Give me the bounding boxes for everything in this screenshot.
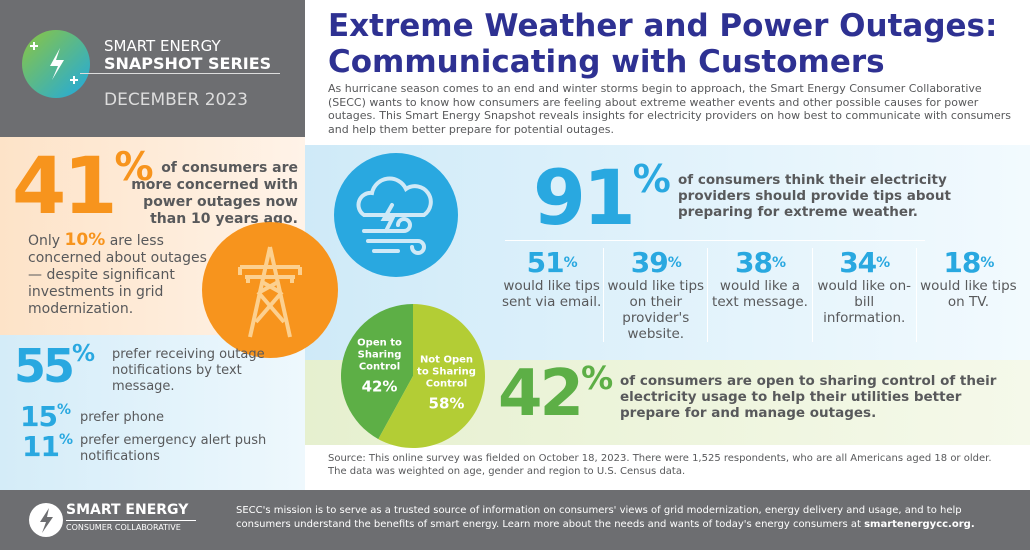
stat-42-text: of consumers are open to sharing control… xyxy=(620,373,997,421)
notify-push: 11% prefer emergency alert push notifica… xyxy=(14,431,304,467)
pie-value-label: 58% xyxy=(429,395,465,413)
storm-cloud-icon xyxy=(334,153,458,277)
tip-value: 18% xyxy=(943,246,994,279)
stat-91-value: 91% xyxy=(533,153,671,242)
tip-label: would like tips on their provider's webs… xyxy=(607,278,705,342)
notify-value: 55% xyxy=(14,339,96,393)
transmission-tower-icon xyxy=(202,222,338,358)
tip-label: would like a text message. xyxy=(712,278,808,310)
mission-text: SECC's mission is to serve as a trusted … xyxy=(236,505,975,530)
pie-value-label: 42% xyxy=(362,377,398,395)
stat-42-value: 42% xyxy=(498,357,614,431)
divider xyxy=(505,240,925,241)
website-link[interactable]: smartenergycc.org. xyxy=(864,519,975,530)
tip-label: would like tips on TV. xyxy=(920,278,1017,310)
snapshot-logo-icon xyxy=(22,30,90,98)
brand-line2: SNAPSHOT SERIES xyxy=(104,54,272,73)
pie-category-label: Not Open xyxy=(420,355,473,366)
stat-10-text: Only 10% are less concerned about outage… xyxy=(28,230,207,318)
notify-label: prefer phone xyxy=(80,410,165,425)
title-line1: Extreme Weather and Power Outages: xyxy=(328,8,998,44)
tip-column: 38% would like a text message. xyxy=(708,246,813,342)
stat-91-text: of consumers think their electricity pro… xyxy=(678,172,951,220)
pie-category-label: Open to xyxy=(357,337,402,348)
tip-column: 18% would like tips on TV. xyxy=(917,248,1020,342)
page-title: Extreme Weather and Power Outages: Commu… xyxy=(328,8,997,80)
tip-value: 34% xyxy=(839,246,890,279)
tip-column: 51% would like tips sent via email. xyxy=(500,246,605,342)
tip-value: 38% xyxy=(735,246,786,279)
brand-line1: SMART ENERGY xyxy=(104,37,221,55)
pie-category-label: to Sharing xyxy=(417,367,476,378)
pie-category-label: Control xyxy=(426,379,467,390)
pie-slice xyxy=(378,304,485,448)
footer: SMART ENERGY CONSUMER COLLABORATIVE SECC… xyxy=(0,490,1030,550)
pie-slice xyxy=(341,304,413,440)
notify-text: 55% prefer receiving outage notification… xyxy=(14,343,304,403)
tip-column: 39% would like tips on their provider's w… xyxy=(604,246,709,342)
pie-category-label: Control xyxy=(359,361,400,372)
intro-text: As hurricane season comes to an end and … xyxy=(328,82,1012,136)
tip-label: would like tips sent via email. xyxy=(501,278,602,310)
source-note: Source: This online survey was fielded o… xyxy=(328,453,992,477)
notify-phone: 15% prefer phone xyxy=(20,400,165,433)
secc-logo-line1: SMART ENERGY xyxy=(66,502,189,518)
divider xyxy=(80,73,280,74)
secc-logo-icon xyxy=(29,503,63,537)
brand-date: DECEMBER 2023 xyxy=(104,90,248,110)
tip-label: would like on-bill information. xyxy=(817,278,911,326)
brand-panel: SMART ENERGY SNAPSHOT SERIES DECEMBER 20… xyxy=(0,0,305,137)
secc-logo-line2: CONSUMER COLLABORATIVE xyxy=(66,520,196,532)
tip-column: 34% would like on-bill information. xyxy=(813,248,917,342)
title-line2: Communicating with Customers xyxy=(328,44,885,80)
notify-label: prefer receiving outage notifications by… xyxy=(112,347,265,394)
notification-list: 55% prefer receiving outage notification… xyxy=(14,343,304,467)
stat-41-value: 41% xyxy=(12,142,154,232)
pie-category-label: Sharing xyxy=(358,349,402,360)
stat-41-text: of consumers are more concerned with pow… xyxy=(131,160,298,227)
tip-value: 51% xyxy=(526,246,578,279)
tip-value: 39% xyxy=(630,246,682,279)
tips-list: 51% would like tips sent via email. 39% wou… xyxy=(500,248,1020,342)
notifications-panel xyxy=(0,335,305,490)
notify-label: prefer emergency alert push notification… xyxy=(80,433,267,464)
